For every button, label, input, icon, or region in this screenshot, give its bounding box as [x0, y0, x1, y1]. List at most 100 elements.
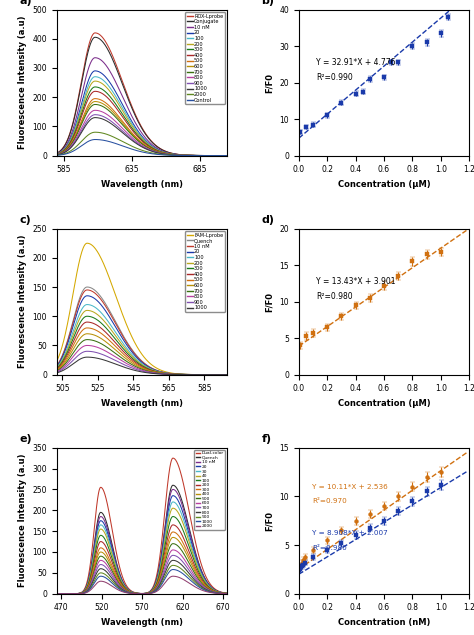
800: [83, 116, 89, 123]
200: [52, 590, 57, 598]
400: [51, 151, 57, 159]
2000: [158, 150, 164, 158]
300: [172, 150, 177, 158]
20: [109, 317, 114, 324]
400: [63, 590, 68, 598]
400: [109, 335, 114, 342]
900: [228, 371, 234, 378]
Quench: [52, 590, 57, 598]
1000: [84, 353, 90, 361]
Line: 200: 200: [55, 525, 230, 594]
1000: [154, 587, 159, 594]
400: [179, 371, 185, 378]
Dual-color: [185, 500, 191, 507]
10 nM: [109, 312, 114, 320]
FAM-Lprobe: [180, 370, 186, 378]
700: [121, 356, 127, 363]
1000: [63, 590, 68, 598]
1000: [179, 371, 185, 378]
100: [185, 538, 191, 546]
Quench: [170, 481, 176, 489]
800: [133, 137, 139, 145]
Dual-color: [163, 495, 169, 502]
Quench: [121, 333, 127, 341]
200: [133, 128, 139, 135]
1000: [187, 152, 193, 159]
700: [154, 585, 159, 593]
FAM-Lprobe: [109, 281, 114, 288]
800: [158, 579, 164, 587]
900: [180, 371, 186, 378]
ROX-Lprobe: [51, 150, 57, 158]
300: [84, 312, 90, 320]
Line: 10 nM: 10 nM: [54, 290, 231, 375]
300: [203, 582, 209, 589]
Line: 200: 200: [54, 81, 234, 156]
900: [185, 571, 191, 578]
20: [92, 67, 98, 75]
900: [163, 570, 169, 578]
Dual-color: [154, 573, 159, 581]
200: [180, 371, 186, 378]
20: [185, 525, 191, 532]
Line: 900: 900: [54, 115, 234, 156]
Text: a): a): [19, 0, 32, 6]
1000: [133, 139, 139, 147]
700: [72, 347, 78, 354]
600: [158, 149, 164, 156]
100: [63, 590, 68, 598]
Conjugate: [133, 113, 139, 121]
10 nM: [83, 73, 89, 81]
2000: [133, 144, 139, 152]
40: [154, 580, 159, 587]
700: [92, 101, 98, 109]
100: [51, 366, 56, 374]
700: [185, 565, 191, 572]
200: [228, 371, 234, 378]
900: [154, 587, 159, 594]
700: [227, 590, 233, 598]
900: [83, 119, 89, 126]
100: [180, 371, 186, 378]
200: [163, 542, 169, 549]
Legend: Dual-color, Quench, 10 nM, 20, 30, 40, 100, 200, 300, 400, 500, 600, 700, 800, 9: Dual-color, Quench, 10 nM, 20, 30, 40, 1…: [194, 450, 225, 530]
500: [180, 371, 186, 378]
100: [228, 371, 234, 378]
Dual-color: [158, 545, 164, 552]
200: [121, 344, 127, 351]
10 nM: [121, 335, 127, 342]
800: [51, 151, 57, 159]
200: [154, 582, 159, 589]
100: [84, 301, 90, 309]
Quench: [163, 514, 169, 521]
10 nM: [187, 152, 193, 159]
10 nM: [63, 590, 68, 598]
10 nM: [98, 56, 103, 64]
30: [63, 590, 68, 598]
300: [63, 590, 68, 598]
600: [231, 152, 237, 159]
ROX-Lprobe: [158, 145, 164, 152]
800: [98, 107, 103, 115]
800: [51, 369, 56, 377]
Line: 300: 300: [54, 316, 231, 375]
1000: [170, 566, 176, 573]
Line: 1000: 1000: [54, 357, 231, 375]
400: [163, 370, 168, 377]
300: [52, 590, 57, 598]
400: [170, 533, 176, 541]
10 nM: [172, 150, 177, 158]
2000: [185, 578, 191, 586]
Text: f): f): [261, 434, 272, 444]
Text: b): b): [261, 0, 274, 6]
ROX-Lprobe: [83, 53, 89, 61]
600: [180, 371, 186, 378]
X-axis label: Wavelength (nm): Wavelength (nm): [101, 618, 183, 627]
100: [227, 590, 233, 598]
800: [179, 371, 185, 378]
Text: d): d): [261, 215, 274, 225]
500: [163, 370, 168, 377]
20: [203, 577, 209, 585]
800: [203, 585, 209, 593]
600: [51, 151, 57, 159]
